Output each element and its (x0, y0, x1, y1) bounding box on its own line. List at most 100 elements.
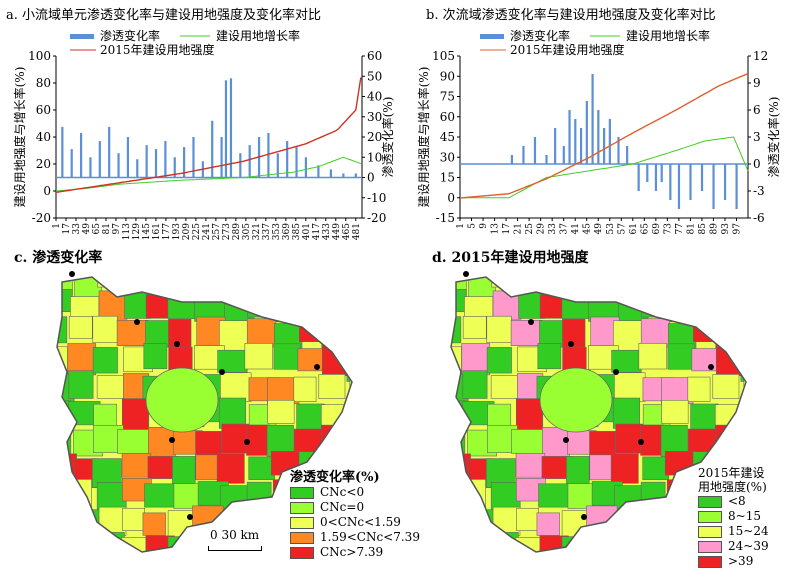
bar (677, 164, 681, 209)
sub-basin (169, 277, 200, 296)
sub-basin (116, 319, 149, 346)
bar (79, 132, 83, 178)
x-tick-label: 273 (222, 223, 232, 240)
sub-basin (567, 483, 595, 509)
bar (545, 155, 548, 164)
left-tick-label: 90 (440, 69, 455, 83)
map-d-legend-swatch (698, 510, 722, 523)
x-tick-label: 65 (92, 223, 102, 235)
map-d-legend-swatch (698, 555, 722, 568)
bar (229, 78, 233, 178)
sub-basin (640, 318, 671, 348)
sub-basin (640, 481, 666, 506)
bar (603, 128, 606, 164)
sub-basin (451, 316, 462, 344)
y-axis-label-left: 建设用地强度与增长率(%) (416, 67, 431, 208)
sub-basin (515, 452, 546, 478)
bar (276, 153, 279, 178)
sub-basin (666, 511, 694, 542)
bar (597, 110, 600, 164)
station-point (169, 437, 175, 443)
right-tick-label: -10 (367, 191, 386, 205)
sub-basin (293, 376, 317, 402)
bar (61, 126, 64, 178)
x-tick-label: 321 (252, 223, 262, 240)
bar (700, 164, 704, 191)
x-tick-label: 433 (322, 223, 332, 240)
x-tick-label: 17 (62, 223, 72, 235)
bar (329, 169, 332, 178)
map-d-title: d. 2015年建设用地强度 (432, 250, 589, 266)
legend-label-growth: 建设用地增长率 (216, 28, 300, 43)
station-point (528, 319, 534, 325)
sub-basin (563, 277, 594, 296)
x-tick-label: 49 (82, 223, 92, 235)
left-tick-label: 60 (36, 103, 51, 117)
x-tick-label: 65 (640, 223, 650, 235)
station-point (174, 341, 180, 347)
right-tick-label: 12 (753, 49, 768, 63)
station-point (563, 437, 569, 443)
sub-basin (517, 277, 543, 293)
right-tick-label: 50 (367, 69, 382, 83)
sub-basin (611, 349, 642, 373)
x-tick-label: 225 (192, 223, 202, 240)
map-c-legend-swatch (290, 546, 314, 559)
station-point (187, 514, 193, 520)
station-point (244, 439, 250, 445)
sub-basin (297, 294, 326, 327)
sub-basin (96, 482, 127, 511)
sub-basin (322, 344, 351, 376)
x-tick-label: 1 (52, 223, 62, 229)
x-tick-label: 449 (332, 223, 342, 240)
left-tick-label: -20 (32, 211, 51, 225)
sub-basin (642, 277, 668, 298)
bar (689, 164, 692, 200)
sub-basin (57, 289, 73, 312)
sub-basin (618, 290, 649, 323)
map-outline (450, 276, 747, 553)
bar (224, 80, 228, 178)
map-d-legend-item: >39 (698, 554, 769, 569)
sub-basin (591, 532, 625, 552)
sub-basin (743, 277, 746, 297)
sub-basin (68, 316, 93, 339)
map-d-legend-title: 2015年建设 用地强度(%) (698, 466, 767, 494)
bar (617, 137, 620, 164)
bar (70, 149, 73, 178)
legend-swatch-bar (480, 34, 504, 39)
sub-basin (490, 482, 521, 511)
sub-basin (610, 453, 639, 484)
x-tick-label: 21 (514, 223, 524, 234)
sub-basin (217, 349, 248, 373)
sub-basin (291, 277, 322, 293)
x-tick-label: 385 (292, 223, 302, 240)
bar (304, 157, 307, 178)
sub-basin (664, 451, 696, 476)
sub-basin (736, 316, 746, 347)
sub-basin (172, 456, 196, 484)
sub-basin (511, 429, 544, 454)
right-tick-label: 9 (753, 76, 761, 90)
sub-basin (662, 277, 688, 298)
sub-basin (322, 296, 350, 323)
bar (554, 128, 557, 164)
sub-basin (538, 483, 570, 508)
bar (568, 110, 571, 164)
sub-basin (691, 348, 721, 372)
bar (522, 146, 525, 164)
right-tick-label: 6 (753, 103, 761, 117)
sub-basin (642, 456, 670, 481)
bar (108, 126, 111, 178)
sub-basin (348, 427, 352, 456)
bar (579, 128, 583, 164)
bar (192, 137, 195, 178)
right-tick-label: 30 (367, 110, 382, 124)
x-tick-label: 29 (537, 223, 547, 235)
right-tick-label: -20 (367, 211, 386, 225)
x-tick-label: 77 (675, 223, 685, 235)
x-tick-label: 17 (502, 223, 512, 235)
sub-basin (216, 453, 245, 484)
map-d-legend-item: 8~15 (698, 509, 769, 524)
scale-bar (208, 546, 262, 551)
